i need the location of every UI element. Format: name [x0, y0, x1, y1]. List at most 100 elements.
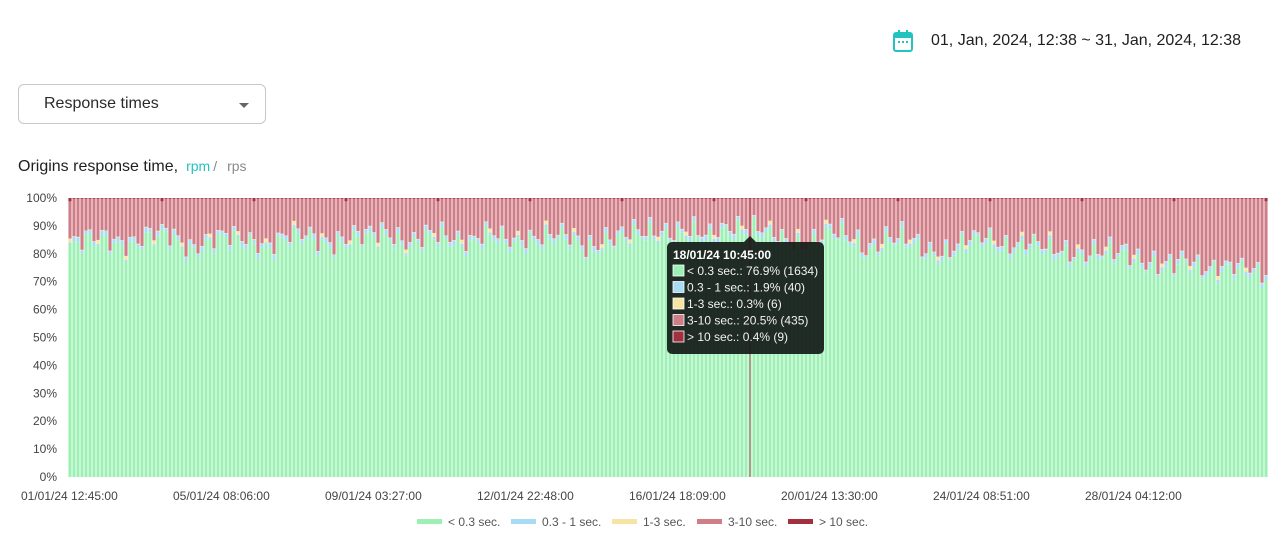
bar[interactable] — [824, 198, 828, 477]
bar[interactable] — [964, 198, 968, 477]
bar[interactable] — [196, 198, 200, 477]
bar[interactable] — [328, 198, 332, 477]
legend-item[interactable]: 0.3 - 1 sec. — [511, 515, 601, 529]
bar[interactable] — [356, 198, 360, 477]
bar[interactable] — [612, 198, 616, 477]
bar[interactable] — [164, 198, 168, 477]
bar[interactable] — [820, 198, 824, 477]
bar[interactable] — [1000, 198, 1004, 477]
bar[interactable] — [660, 198, 664, 477]
bar[interactable] — [1116, 198, 1120, 477]
bar[interactable] — [796, 198, 800, 477]
bar[interactable] — [936, 198, 940, 477]
bar[interactable] — [104, 198, 108, 477]
bar[interactable] — [136, 198, 140, 477]
bar[interactable] — [220, 198, 224, 477]
bar[interactable] — [1064, 198, 1068, 477]
bar[interactable] — [552, 198, 556, 477]
bar[interactable] — [396, 198, 400, 477]
bar[interactable] — [608, 198, 612, 477]
bar[interactable] — [280, 198, 284, 477]
bar[interactable] — [84, 198, 88, 477]
bar[interactable] — [1208, 198, 1212, 477]
bar[interactable] — [928, 198, 932, 477]
bar[interactable] — [184, 198, 188, 477]
bar[interactable] — [880, 198, 884, 477]
bar[interactable] — [1172, 198, 1176, 477]
bar[interactable] — [1060, 198, 1064, 477]
bar[interactable] — [172, 198, 176, 477]
bar[interactable] — [1104, 198, 1108, 477]
bar[interactable] — [1236, 198, 1240, 477]
bar[interactable] — [840, 198, 844, 477]
bar[interactable] — [1012, 198, 1016, 477]
bar[interactable] — [472, 198, 476, 477]
bar[interactable] — [448, 198, 452, 477]
bar[interactable] — [912, 198, 916, 477]
bar[interactable] — [444, 198, 448, 477]
bar[interactable] — [1224, 198, 1228, 477]
bar[interactable] — [908, 198, 912, 477]
bar[interactable] — [372, 198, 376, 477]
bar[interactable] — [888, 198, 892, 477]
bar[interactable] — [120, 198, 124, 477]
bar[interactable] — [652, 198, 656, 477]
bar[interactable] — [288, 198, 292, 477]
bar[interactable] — [860, 198, 864, 477]
bar[interactable] — [324, 198, 328, 477]
bar[interactable] — [340, 198, 344, 477]
bar[interactable] — [576, 198, 580, 477]
bar[interactable] — [540, 198, 544, 477]
bar[interactable] — [688, 198, 692, 477]
bar[interactable] — [892, 198, 896, 477]
bar[interactable] — [400, 198, 404, 477]
bar[interactable] — [1264, 198, 1268, 477]
bar[interactable] — [336, 198, 340, 477]
bar[interactable] — [276, 198, 280, 477]
bar[interactable] — [1108, 198, 1112, 477]
bar[interactable] — [1244, 198, 1248, 477]
bar[interactable] — [572, 198, 576, 477]
bar[interactable] — [236, 198, 240, 477]
bar[interactable] — [192, 198, 196, 477]
bar[interactable] — [740, 198, 744, 477]
bar[interactable] — [580, 198, 584, 477]
bar[interactable] — [988, 198, 992, 477]
bar[interactable] — [92, 198, 96, 477]
bar[interactable] — [1216, 198, 1220, 477]
bar[interactable] — [152, 198, 156, 477]
bar[interactable] — [140, 198, 144, 477]
bar[interactable] — [1072, 198, 1076, 477]
bar[interactable] — [160, 198, 164, 477]
date-range-text[interactable]: 01, Jan, 2024, 12:38 ~ 31, Jan, 2024, 12… — [931, 32, 1242, 49]
bar[interactable] — [784, 198, 788, 477]
bar[interactable] — [684, 198, 688, 477]
bar[interactable] — [764, 198, 768, 477]
bar[interactable] — [416, 198, 420, 477]
bar[interactable] — [404, 198, 408, 477]
bar[interactable] — [176, 198, 180, 477]
bar[interactable] — [116, 198, 120, 477]
bar[interactable] — [436, 198, 440, 477]
bar[interactable] — [704, 198, 708, 477]
bar[interactable] — [212, 198, 216, 477]
bar[interactable] — [1128, 198, 1132, 477]
bar[interactable] — [864, 198, 868, 477]
bar[interactable] — [348, 198, 352, 477]
bar[interactable] — [180, 198, 184, 477]
unit-toggle-rps[interactable]: rps — [227, 158, 247, 174]
bar[interactable] — [852, 198, 856, 477]
bar[interactable] — [96, 198, 100, 477]
bar[interactable] — [260, 198, 264, 477]
bar[interactable] — [832, 198, 836, 477]
legend-item[interactable]: 3-10 sec. — [697, 515, 777, 529]
bar[interactable] — [208, 198, 212, 477]
date-range-picker[interactable]: 01, Jan, 2024, 12:38 ~ 31, Jan, 2024, 12… — [893, 30, 1241, 52]
bar[interactable] — [780, 198, 784, 477]
bar[interactable] — [1160, 198, 1164, 477]
bar[interactable] — [564, 198, 568, 477]
bar[interactable] — [240, 198, 244, 477]
bar[interactable] — [1148, 198, 1152, 477]
bar[interactable] — [1068, 198, 1072, 477]
bar[interactable] — [1232, 198, 1236, 477]
